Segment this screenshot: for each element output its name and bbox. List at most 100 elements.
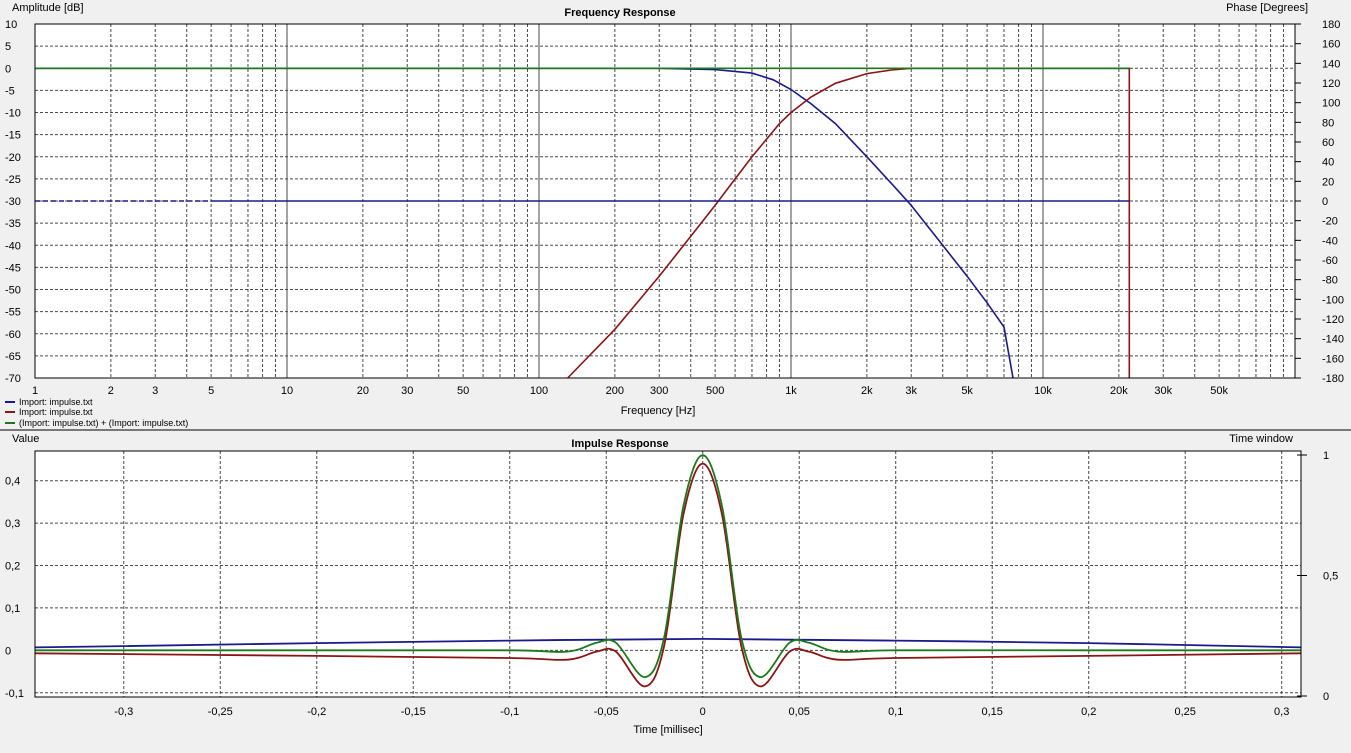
frequency-response-panel: 1050-5-10-15-20-25-30-35-40-45-50-55-60-… [5, 2, 1344, 428]
fr-y2-tick-label: -160 [1322, 353, 1344, 365]
legend-item[interactable]: Import: impulse.txt [5, 397, 93, 407]
fr-y-tick-label: 5 [5, 41, 11, 53]
ir-y2-tick-label: 0,5 [1323, 571, 1338, 583]
fr-x-tick-label: 20 [357, 385, 369, 397]
fr-x-tick-label: 20k [1110, 385, 1128, 397]
ir-tick-labels: 0,4 0,3 0,2 0,1 0 -0,1 -0,3 -0,25 -0,2 -0,15 -0,1 -… [5, 450, 1338, 718]
ir-y-tick-label: 0 [5, 645, 11, 657]
fr-x-tick-label: 3k [905, 385, 917, 397]
fr-y-tick-label: -20 [5, 152, 21, 164]
ir-y-tick-label: 0,4 [5, 476, 20, 488]
fr-y-axis-label: Amplitude [dB] [12, 2, 84, 14]
ir-x-tick-label: 0 [700, 706, 706, 718]
legend-label: (Import: impulse.txt) + (Import: impulse… [19, 418, 188, 428]
ir-x-tick-label: 0,25 [1174, 706, 1195, 718]
impulse-response-panel: 0,4 0,3 0,2 0,1 0 -0,1 -0,3 -0,25 -0,2 -0,15 -0,1 -… [5, 433, 1338, 736]
ir-y-axis-label: Value [12, 433, 39, 445]
fr-x-tick-label: 2k [861, 385, 873, 397]
legend-label: Import: impulse.txt [19, 397, 93, 407]
ir-series-line[interactable] [34, 454, 1301, 678]
ir-series-line[interactable] [34, 462, 1302, 688]
ir-title: Impulse Response [571, 438, 668, 450]
fr-y-tick-label: 10 [5, 19, 17, 31]
ir-y-tick-label: 0,2 [5, 561, 20, 573]
fr-y-tick-label: -65 [5, 351, 21, 363]
ir-y-tick-label: 0,3 [5, 518, 20, 530]
fr-x-tick-label: 2 [108, 385, 114, 397]
fr-y2-tick-label: 140 [1322, 58, 1340, 70]
ir-x-tick-label: 0,1 [888, 706, 903, 718]
fr-y2-tick-label: -60 [1322, 255, 1338, 267]
fr-x-tick-label: 1k [785, 385, 797, 397]
fr-y-tick-label: -5 [5, 85, 15, 97]
fr-x-tick-label: 500 [706, 385, 724, 397]
fr-y-tick-label: -70 [5, 373, 21, 385]
fr-y2-tick-label: 0 [1322, 196, 1328, 208]
fr-x-tick-label: 100 [530, 385, 548, 397]
fr-y2-tick-label: 80 [1322, 117, 1334, 129]
ir-x-axis-label: Time [millisec] [633, 724, 702, 736]
ir-y2-axis-label: Time window [1229, 433, 1293, 445]
fr-x-tick-label: 5 [208, 385, 214, 397]
fr-y2-tick-label: 60 [1322, 137, 1334, 149]
ir-x-tick-label: -0,05 [594, 706, 619, 718]
fr-y2-tick-label: -180 [1322, 373, 1344, 385]
fr-x-tick-label: 50k [1210, 385, 1228, 397]
ir-series-line[interactable] [34, 637, 1302, 649]
fr-y2-tick-label: 160 [1322, 39, 1340, 51]
fr-x-tick-label: 30k [1154, 385, 1172, 397]
fr-x-tick-label: 300 [650, 385, 668, 397]
ir-plot-border [34, 450, 1302, 698]
ir-x-tick-label: 0,3 [1274, 706, 1289, 718]
legend-item[interactable]: Import: impulse.txt [5, 407, 93, 417]
fr-y-tick-label: -15 [5, 130, 21, 142]
fr-title: Frequency Response [564, 7, 675, 19]
fr-series-line[interactable] [35, 67, 1014, 379]
fr-y-tick-label: -30 [5, 196, 21, 208]
ir-x-tick-label: -0,1 [500, 706, 519, 718]
fr-tick-labels: 1050-5-10-15-20-25-30-35-40-45-50-55-60-… [5, 19, 1344, 397]
ir-x-tick-label: 0,2 [1081, 706, 1096, 718]
ir-x-tick-label: -0,3 [114, 706, 133, 718]
ir-x-tick-label: 0,15 [982, 706, 1003, 718]
fr-y2-tick-label: -100 [1322, 294, 1344, 306]
fr-y2-tick-label: 100 [1322, 98, 1340, 110]
fr-y2-tick-label: 40 [1322, 157, 1334, 169]
fr-y2-axis-label: Phase [Degrees] [1226, 2, 1308, 14]
legend-label: Import: impulse.txt [19, 407, 93, 417]
ir-plot-area[interactable] [35, 451, 1301, 697]
fr-x-tick-label: 5k [961, 385, 973, 397]
fr-x-tick-label: 10k [1034, 385, 1052, 397]
fr-y2-tick-label: -120 [1322, 314, 1344, 326]
ir-y-tick-label: -0,1 [5, 688, 24, 700]
fr-y2-tick-label: 180 [1322, 19, 1340, 31]
fr-legend: Import: impulse.txt Import: impulse.txt … [5, 397, 188, 428]
fr-y2-tick-label: -140 [1322, 334, 1344, 346]
fr-y-tick-label: -45 [5, 262, 21, 274]
ir-x-tick-label: 0,05 [789, 706, 810, 718]
ir-y-tick-label: 0,1 [5, 603, 20, 615]
ir-x-tick-label: -0,2 [307, 706, 326, 718]
fr-y-tick-label: -50 [5, 285, 21, 297]
fr-x-tick-label: 10 [281, 385, 293, 397]
ir-x-tick-label: -0,25 [208, 706, 233, 718]
fr-y-tick-label: -35 [5, 218, 21, 230]
fr-x-tick-label: 30 [401, 385, 413, 397]
ir-x-tick-label: -0,15 [401, 706, 426, 718]
fr-x-axis-label: Frequency [Hz] [621, 405, 696, 417]
ir-y2-tick-label: 0 [1323, 691, 1329, 703]
fr-x-tick-label: 50 [457, 385, 469, 397]
fr-series-group [35, 67, 1131, 379]
fr-y-tick-label: -60 [5, 329, 21, 341]
legend-item[interactable]: (Import: impulse.txt) + (Import: impulse… [5, 418, 188, 428]
ir-y2-tick-label: 1 [1323, 450, 1329, 462]
fr-y2-tick-label: -20 [1322, 216, 1338, 228]
ir-series-group [34, 454, 1302, 688]
fr-y2-tick-label: -80 [1322, 275, 1338, 287]
fr-y-tick-label: -10 [5, 108, 21, 120]
fr-x-tick-label: 200 [606, 385, 624, 397]
fr-y-tick-label: -55 [5, 307, 21, 319]
fr-y2-tick-label: 20 [1322, 176, 1334, 188]
